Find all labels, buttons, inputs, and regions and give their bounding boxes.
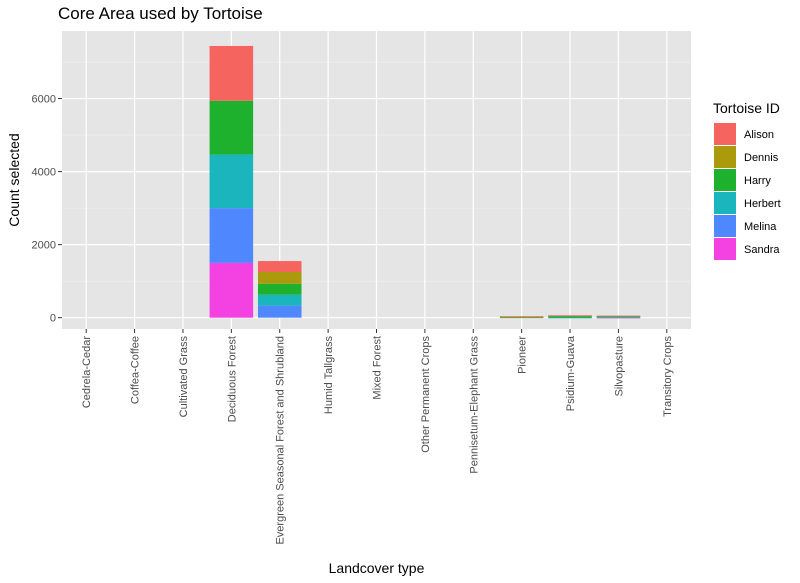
bar-segment: [209, 262, 254, 318]
x-tick-label: Cedrela-Cedar: [81, 336, 93, 408]
x-tick-label: Silvopasture: [613, 336, 625, 397]
bar-segment: [257, 272, 302, 284]
bar-segment: [257, 294, 302, 306]
legend-swatch: [714, 146, 736, 168]
x-axis: Cedrela-Cedar Coffea-Coffee Cultivated Gra…: [81, 329, 674, 545]
x-tick-label: Cultivated Grass: [178, 336, 190, 418]
bar-segment: [596, 317, 641, 318]
bar-segment: [257, 261, 302, 273]
chart-title: Core Area used by Tortoise: [58, 4, 263, 23]
x-axis-title: Landcover type: [329, 560, 425, 576]
x-tick-label: Mixed Forest: [372, 336, 384, 400]
x-tick-label: Psidium-Guava: [565, 335, 577, 411]
legend: Tortoise ID Alison Dennis Harry Herbert Meli…: [713, 100, 781, 260]
y-axis-title: Count selected: [6, 133, 22, 226]
bar-segment: [548, 315, 592, 318]
bar-segment: [209, 154, 254, 209]
bar-segment: [596, 315, 641, 317]
legend-swatch: [714, 169, 736, 191]
y-tick-label: 0: [50, 313, 56, 325]
legend-swatch: [714, 238, 736, 260]
bar-segment: [209, 45, 254, 101]
x-tick-label: Pennisetum-Elephant Grass: [468, 336, 480, 474]
y-tick-label: 6000: [32, 94, 56, 106]
x-tick-label: Humid Tallgrass: [323, 336, 335, 415]
bar-segment: [257, 283, 302, 295]
x-tick-label: Deciduous Forest: [226, 336, 238, 422]
x-tick-label: Coffea-Coffee: [130, 336, 142, 404]
bar-segment: [548, 317, 592, 319]
legend-label: Melina: [744, 221, 777, 233]
bar-segment: [548, 315, 592, 317]
legend-swatch: [714, 192, 736, 214]
bar-segment: [499, 316, 544, 318]
legend-title: Tortoise ID: [713, 100, 780, 116]
y-axis: 0 2000 4000 6000: [32, 94, 62, 325]
legend-label: Dennis: [744, 152, 779, 164]
legend-label: Herbert: [744, 198, 781, 210]
x-tick-label: Transitory Crops: [662, 336, 674, 417]
bar-segment: [209, 100, 254, 155]
y-tick-label: 2000: [32, 240, 56, 252]
legend-label: Alison: [744, 129, 774, 141]
y-tick-label: 4000: [32, 167, 56, 179]
bars: [209, 45, 641, 319]
legend-label: Sandra: [744, 244, 780, 256]
x-tick-label: Evergreen Seasonal Forest and Shrubland: [275, 336, 287, 545]
bar-segment: [257, 305, 302, 318]
legend-label: Harry: [744, 175, 771, 187]
x-tick-label: Pioneer: [517, 336, 529, 374]
legend-swatch: [714, 215, 736, 237]
bar-segment: [209, 208, 254, 263]
legend-swatch: [714, 123, 736, 145]
x-tick-label: Other Permanent Crops: [420, 336, 432, 453]
bar-segment: [499, 317, 544, 319]
